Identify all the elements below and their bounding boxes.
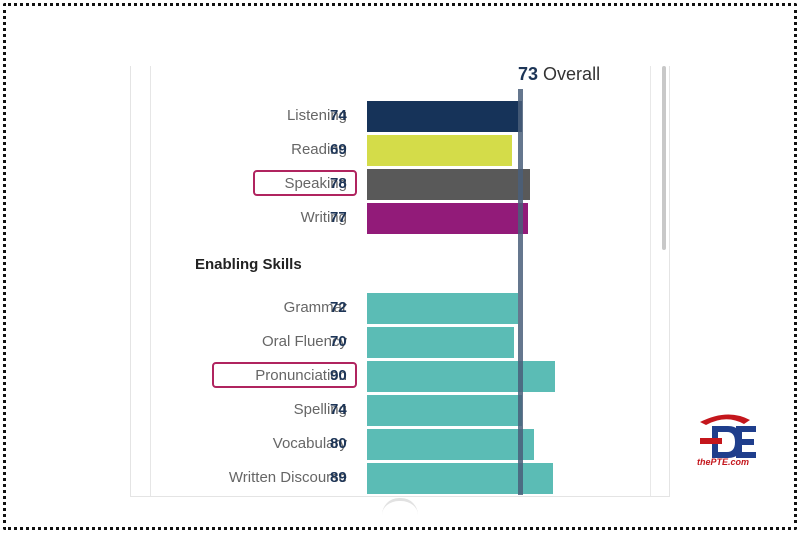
skill-bar [367,361,555,392]
skill-label: Spelling [293,401,347,418]
skill-bar [367,327,514,358]
skill-score: 77 [330,209,347,226]
overall-score-value: 73 [518,64,539,84]
skill-score: 69 [330,141,347,158]
scroll-indicator [382,498,418,515]
pte-logo-text: thePTE.com [697,457,750,467]
skill-bar [367,463,553,494]
skill-score: 74 [330,401,347,418]
scrollbar-track[interactable] [650,66,669,496]
pte-logo-icon [700,414,756,458]
skill-highlight [212,362,357,388]
skill-bar [367,429,535,460]
skill-label: Grammar [283,299,347,316]
skill-label: Pronunciation [255,367,347,384]
skill-label: Speaking [284,175,347,192]
skill-bar [367,101,523,132]
skill-score: 89 [330,469,347,486]
skill-bar [367,135,512,166]
overall-score-label: 73 Overall [518,64,600,85]
skill-label: Oral Fluency [261,333,347,350]
enabling-skills-title: Enabling Skills [195,256,302,273]
skill-score: 70 [330,333,347,350]
overall-score-marker [518,89,523,495]
skill-score: 72 [330,299,347,316]
skill-bar [367,169,531,200]
skill-label: Written Discourse [228,469,347,486]
skill-label: Reading [291,141,347,158]
skill-score: 80 [330,435,347,452]
dotted-frame [3,3,797,530]
skill-label: Vocabulary [272,435,347,452]
skill-bar [367,203,529,234]
skill-highlight [253,170,357,196]
card-inner-rule [150,66,151,496]
skill-label: Listening [286,107,347,124]
skill-score: 90 [330,367,347,384]
overall-score-text: Overall [543,64,601,84]
skill-bar [367,395,523,426]
scrollbar-thumb[interactable] [662,66,666,250]
skill-score: 74 [330,107,347,124]
skill-score: 78 [330,175,347,192]
skill-bar [367,293,518,324]
skill-label: Writing [300,209,347,226]
